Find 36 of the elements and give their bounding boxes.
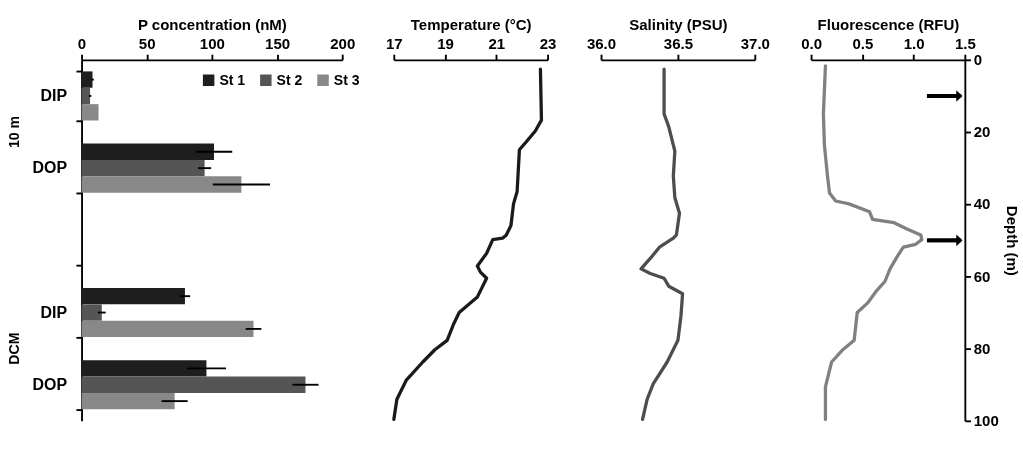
y-tick-label: 40 xyxy=(973,195,991,213)
y-tick-label: 80 xyxy=(973,339,991,357)
x-tick-label: 23 xyxy=(539,35,557,53)
x-tick-label: 1.5 xyxy=(954,35,976,53)
y-tick-label: DOP xyxy=(32,159,68,177)
x-tick-label: 36.5 xyxy=(663,35,694,53)
y-tick-label: 0 xyxy=(973,51,983,68)
y-tick-label: 20 xyxy=(973,123,991,141)
x-tick-label: 0.0 xyxy=(801,35,822,53)
legend-label: St 1 xyxy=(219,71,246,88)
x-tick-label: 21 xyxy=(488,35,506,53)
x-tick-label: 0.5 xyxy=(852,35,874,53)
y-axis-title: Depth (m) xyxy=(1004,205,1022,276)
x-axis-title: Salinity (PSU) xyxy=(629,16,728,34)
y-tick-label: DOP xyxy=(32,375,68,393)
y-tick-label: 60 xyxy=(973,267,991,285)
x-tick-label: 150 xyxy=(265,35,291,53)
text: 10 m xyxy=(5,116,22,149)
x-tick-label: 19 xyxy=(437,35,454,53)
x-axis-title: P concentration (nM) xyxy=(137,16,287,34)
legend-label: St 2 xyxy=(276,71,303,88)
y-tick-label: DIP xyxy=(40,303,68,321)
x-tick-label: 17 xyxy=(385,35,403,53)
text: DCM xyxy=(5,332,22,365)
x-axis-title: Temperature (°C) xyxy=(410,16,532,34)
x-tick-label: 50 xyxy=(138,35,156,53)
x-tick-label: 37.0 xyxy=(740,35,770,53)
y-tick-label: DIP xyxy=(40,87,68,105)
x-axis-title: Fluorescence (RFU) xyxy=(817,16,960,34)
x-tick-label: 36.0 xyxy=(586,35,617,53)
x-tick-label: 0 xyxy=(77,35,87,53)
y-tick-label: 100 xyxy=(973,412,999,430)
x-tick-label: 200 xyxy=(330,35,356,53)
legend-label: St 3 xyxy=(333,71,360,88)
x-tick-label: 100 xyxy=(199,35,225,53)
x-tick-label: 1.0 xyxy=(903,35,925,53)
